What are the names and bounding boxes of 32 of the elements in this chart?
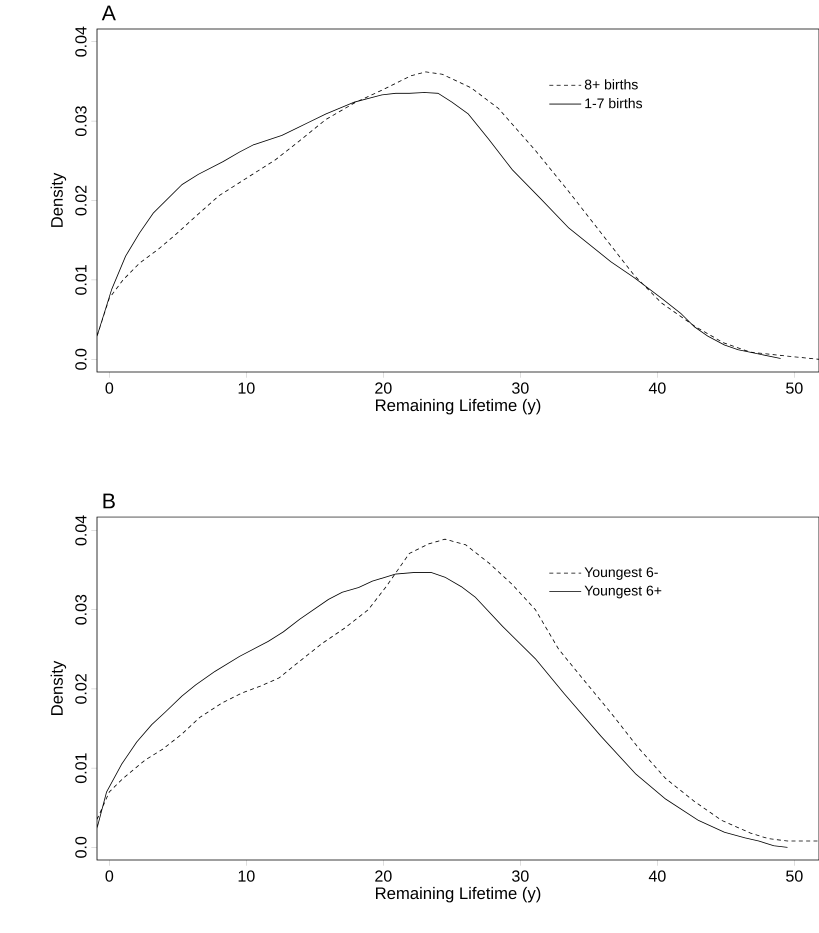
y-axis-title: Density <box>50 172 66 227</box>
x-tick-label: 0 <box>106 382 114 394</box>
y-tick-label: 0.01 <box>75 265 87 295</box>
x-tick-label: 30 <box>512 382 529 394</box>
chart-title: A <box>102 6 116 20</box>
y-tick-label: 0.04 <box>75 26 87 57</box>
y-tick-label: 0.0 <box>75 348 87 370</box>
x-tick-label: 20 <box>375 870 392 882</box>
x-tick-label: 40 <box>648 382 666 394</box>
y-tick-label: 0.03 <box>75 106 87 136</box>
x-tick-label: 50 <box>786 382 803 394</box>
x-tick-label: 50 <box>786 870 803 882</box>
x-axis-title: Remaining Lifetime (y) <box>376 398 540 414</box>
y-axis-title: Density <box>50 660 66 715</box>
legend-label: 1-7 births <box>585 98 642 108</box>
y-tick-label: 0.03 <box>75 594 87 625</box>
y-tick-label: 0.02 <box>75 674 87 704</box>
x-tick-label: 0 <box>106 870 114 882</box>
legend-label: 8+ births <box>584 79 638 90</box>
legend-label: Youngest 6+ <box>584 586 662 598</box>
y-tick-label: 0.01 <box>75 753 87 784</box>
x-tick-label: 10 <box>238 382 255 394</box>
x-tick-label: 10 <box>238 870 255 882</box>
chart-title: B <box>103 494 115 508</box>
y-tick-label: 0.02 <box>75 186 87 216</box>
x-tick-label: 40 <box>648 870 666 882</box>
x-axis-title: Remaining Lifetime (y) <box>376 886 540 902</box>
legend-label: Youngest 6- <box>584 567 658 580</box>
x-tick-label: 20 <box>375 382 392 394</box>
y-tick-label: 0.0 <box>75 836 87 858</box>
y-tick-label: 0.04 <box>75 515 87 546</box>
x-tick-label: 30 <box>512 870 529 882</box>
